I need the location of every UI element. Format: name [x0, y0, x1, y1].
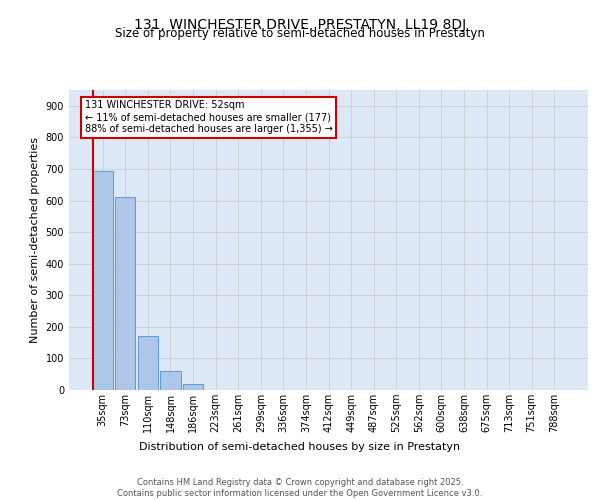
- Bar: [138, 336, 158, 390]
- Text: 131, WINCHESTER DRIVE, PRESTATYN, LL19 8DJ: 131, WINCHESTER DRIVE, PRESTATYN, LL19 8…: [134, 18, 466, 32]
- Text: Size of property relative to semi-detached houses in Prestatyn: Size of property relative to semi-detach…: [115, 28, 485, 40]
- Text: Distribution of semi-detached houses by size in Prestatyn: Distribution of semi-detached houses by …: [139, 442, 461, 452]
- Bar: [92, 171, 113, 390]
- Y-axis label: Number of semi-detached properties: Number of semi-detached properties: [30, 137, 40, 343]
- Text: 131 WINCHESTER DRIVE: 52sqm
← 11% of semi-detached houses are smaller (177)
88% : 131 WINCHESTER DRIVE: 52sqm ← 11% of sem…: [85, 100, 332, 134]
- Bar: [115, 197, 136, 390]
- Text: Contains HM Land Registry data © Crown copyright and database right 2025.
Contai: Contains HM Land Registry data © Crown c…: [118, 478, 482, 498]
- Bar: [183, 384, 203, 390]
- Bar: [160, 371, 181, 390]
